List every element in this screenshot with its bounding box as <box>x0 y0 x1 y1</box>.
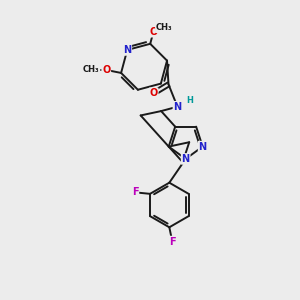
Text: O: O <box>149 88 158 98</box>
Text: CH₃: CH₃ <box>83 65 100 74</box>
Text: CH₃: CH₃ <box>156 23 172 32</box>
Text: F: F <box>169 236 175 247</box>
Text: N: N <box>123 45 131 55</box>
Text: N: N <box>182 154 190 164</box>
Text: O: O <box>149 27 158 37</box>
Text: F: F <box>132 188 139 197</box>
Text: H: H <box>187 96 193 105</box>
Text: N: N <box>173 102 181 112</box>
Text: O: O <box>102 65 110 75</box>
Text: N: N <box>199 142 207 152</box>
